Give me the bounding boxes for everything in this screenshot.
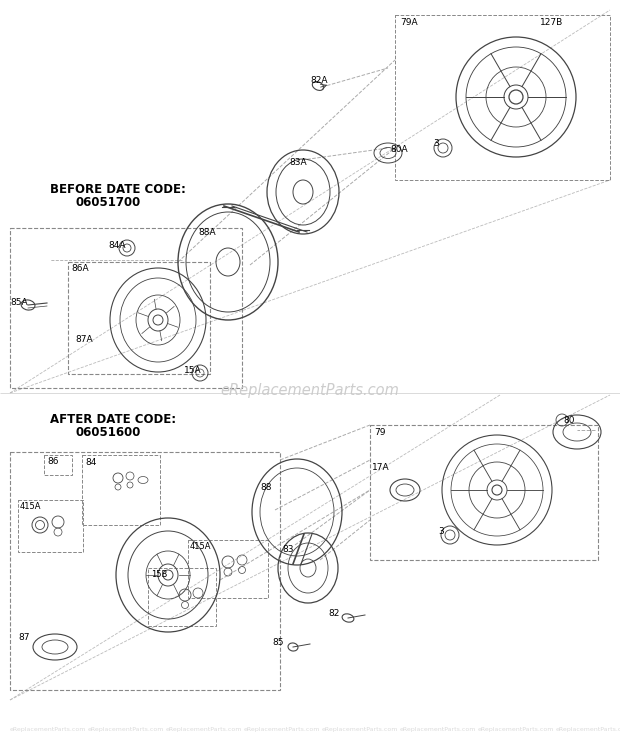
Text: 3: 3 [438, 527, 444, 536]
Bar [370, 425, 598, 560]
Text: 84A: 84A [108, 241, 125, 250]
Text: eReplacementParts.com: eReplacementParts.com [10, 728, 86, 733]
Bar [68, 262, 210, 374]
Text: eReplacementParts.com: eReplacementParts.com [244, 728, 321, 733]
Text: 17A: 17A [372, 463, 389, 472]
Text: 415A: 415A [190, 542, 211, 551]
Text: 127B: 127B [540, 18, 563, 27]
Text: eReplacementParts.com: eReplacementParts.com [400, 728, 476, 733]
Text: eReplacementParts.com: eReplacementParts.com [556, 728, 620, 733]
Bar [10, 228, 242, 388]
Text: eReplacementParts.com: eReplacementParts.com [88, 728, 164, 733]
Bar [395, 15, 610, 180]
Text: 79: 79 [374, 428, 386, 437]
Text: eReplacementParts.com: eReplacementParts.com [221, 382, 399, 397]
Text: 87: 87 [18, 633, 30, 642]
Text: 82A: 82A [310, 76, 327, 85]
Bar [10, 452, 280, 690]
Text: 82: 82 [328, 609, 339, 618]
Text: 87A: 87A [75, 335, 92, 344]
Text: 84: 84 [85, 458, 96, 467]
Bar [82, 455, 160, 525]
Bar [188, 540, 268, 598]
Text: 06051600: 06051600 [75, 426, 140, 439]
Text: 415A: 415A [20, 502, 42, 511]
Text: AFTER DATE CODE:: AFTER DATE CODE: [50, 413, 176, 426]
Text: 80A: 80A [390, 145, 407, 154]
Text: 83: 83 [282, 545, 293, 554]
Text: eReplacementParts.com: eReplacementParts.com [322, 728, 399, 733]
Text: 86: 86 [47, 457, 58, 466]
Text: 06051700: 06051700 [75, 196, 140, 209]
Text: 88A: 88A [198, 228, 216, 237]
Text: eReplacementParts.com: eReplacementParts.com [478, 728, 554, 733]
Text: BEFORE DATE CODE:: BEFORE DATE CODE: [50, 183, 186, 196]
Text: 80: 80 [563, 416, 575, 425]
Bar [44, 455, 72, 475]
Bar [148, 568, 216, 626]
Text: 86A: 86A [71, 264, 89, 273]
Text: 3: 3 [433, 139, 439, 148]
Text: 15B: 15B [151, 570, 167, 579]
Text: 88: 88 [260, 483, 272, 492]
Bar [18, 500, 83, 552]
Text: eReplacementParts.com: eReplacementParts.com [166, 728, 242, 733]
Text: 83A: 83A [289, 158, 307, 167]
Text: 15A: 15A [184, 366, 202, 375]
Text: 79A: 79A [400, 18, 418, 27]
Text: 85: 85 [272, 638, 283, 647]
Text: 85A: 85A [10, 298, 28, 307]
